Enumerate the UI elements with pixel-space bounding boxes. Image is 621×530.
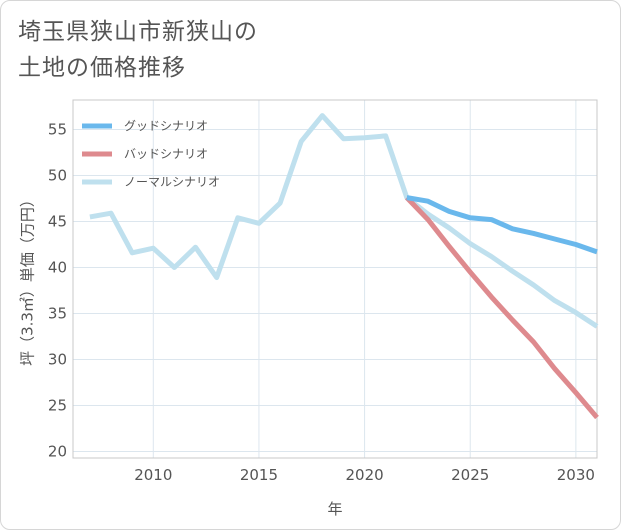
series-line-2: [89, 113, 599, 329]
y-tick-label: 30: [48, 351, 67, 369]
legend-label: ノーマルシナリオ: [124, 175, 220, 189]
series-line-1: [404, 195, 599, 420]
y-axis-title: 坪（3.3㎡）単価（万円）: [19, 192, 37, 366]
y-tick-label: 45: [48, 212, 67, 230]
x-axis-title: 年: [327, 500, 342, 518]
y-tick-label: 55: [48, 120, 67, 138]
legend-label: バッドシナリオ: [124, 147, 208, 161]
x-tick-label: 2030: [557, 466, 595, 484]
title-line-1: 埼玉県狭山市新狭山の: [18, 19, 258, 45]
y-tick-label: 50: [48, 166, 67, 184]
y-tick-label: 40: [48, 258, 67, 276]
y-tick-label: 35: [48, 305, 67, 323]
x-tick-label: 2020: [345, 466, 383, 484]
y-tick-label: 20: [48, 443, 67, 461]
legend-label: グッドシナリオ: [124, 119, 208, 133]
grid: [73, 100, 597, 458]
y-tick-label: 25: [48, 397, 67, 415]
series-layer: [89, 113, 599, 420]
x-tick-label: 2010: [134, 466, 172, 484]
plot-frame: [72, 99, 598, 459]
chart-title: 埼玉県狭山市新狭山の 土地の価格推移: [18, 14, 258, 86]
series-line-0: [406, 195, 598, 255]
title-line-2: 土地の価格推移: [18, 55, 186, 81]
x-tick-label: 2015: [240, 466, 278, 484]
x-tick-label: 2025: [451, 466, 489, 484]
